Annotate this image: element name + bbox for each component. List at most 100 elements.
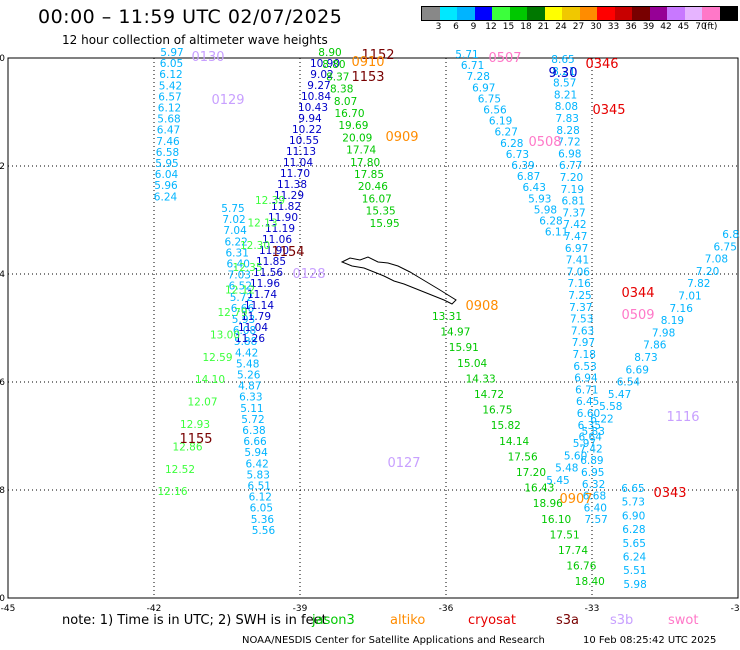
colorbar-swatch (719, 7, 737, 20)
wave-height-value: 17.56 (508, 451, 538, 463)
wave-height-value: 5.11 (240, 403, 263, 415)
wave-height-value: 7.06 (567, 266, 591, 278)
wave-height-value: 6.54 (617, 377, 641, 389)
wave-height-value: 7.20 (560, 172, 583, 184)
lat-tick-label: -56 (0, 378, 5, 388)
wave-height-value: 6.04 (155, 169, 179, 181)
wave-height-value: 5.26 (237, 370, 261, 382)
wave-height-value: 6.32 (582, 479, 605, 491)
colorbar-label: 12 (485, 22, 497, 32)
wave-height-value: 12.59 (202, 352, 232, 364)
wave-height-value: 5.73 (622, 497, 645, 509)
pass-time-label: 0130 (191, 50, 224, 65)
colorbar-label: 9 (470, 22, 477, 32)
colorbar-swatch (492, 7, 510, 20)
colorbar-swatch (457, 7, 475, 20)
wave-height-value: 6.87 (517, 171, 540, 183)
wave-height-value: 17.74 (558, 545, 588, 557)
wave-height-value: 12.39 (255, 195, 285, 207)
wave-height-value: 8.07 (334, 96, 357, 108)
wave-height-value: 8.57 (553, 78, 576, 90)
wave-height-value: 6.58 (156, 147, 179, 159)
wave-height-value: 9.27 (307, 80, 330, 92)
wave-height-value: 11.85 (256, 256, 286, 268)
colorbar-label: 3 (435, 22, 442, 32)
colorbar-label: 36 (625, 22, 637, 32)
pass-time-label: 1152 (361, 48, 394, 63)
wave-height-value: 11.38 (277, 179, 307, 191)
wave-height-value: 17.20 (516, 467, 546, 479)
colorbar-swatch (684, 7, 702, 20)
wave-height-value: 15.95 (370, 218, 400, 230)
lon-tick-label: -33 (585, 604, 600, 614)
note-text: note: 1) Time is in UTC; 2) SWH is in fe… (62, 613, 327, 628)
wave-height-value: 8.38 (330, 84, 353, 96)
wave-height-value: 6.22 (590, 414, 613, 426)
wave-height-value: 5.48 (555, 463, 578, 475)
wave-height-value: 15.35 (366, 206, 396, 218)
wave-height-value: 13.00 (210, 329, 240, 341)
lon-tick-label: -39 (293, 604, 308, 614)
wave-height-value: 10.55 (289, 135, 319, 147)
wave-height-value: 14.72 (474, 389, 504, 401)
colorbar-swatch (597, 7, 615, 20)
wave-height-value: 7.25 (568, 290, 591, 302)
wave-height-value: 6.97 (565, 243, 588, 255)
wave-height-value: 5.47 (608, 389, 631, 401)
lon-tick-label: -45 (1, 604, 16, 614)
legend-jason3: jason3 (312, 613, 355, 628)
wave-height-value: 5.51 (623, 565, 646, 577)
pass-time-label: 0509 (621, 308, 654, 323)
wave-height-value: 11.90 (268, 212, 298, 224)
wave-height-value: 7.82 (687, 278, 710, 290)
wave-height-value: 6.12 (158, 103, 181, 115)
wave-height-value: 8.90 (318, 47, 341, 59)
wave-height-value: 5.98 (534, 204, 557, 216)
wave-height-value: 6.56 (483, 105, 507, 117)
wave-height-value: 5.83 (582, 426, 605, 438)
wave-height-value: 11.79 (241, 311, 271, 323)
wave-height-value: 14.14 (499, 436, 529, 448)
lon-tick-label: -30 (731, 604, 740, 614)
pass-time-label: 0907 (559, 492, 592, 507)
wave-height-value: 5.72 (241, 414, 264, 426)
wave-height-value: 7.19 (561, 184, 584, 196)
wave-height-value: 7.46 (156, 136, 180, 148)
wave-height-value: 7.20 (696, 266, 719, 278)
wave-height-value: 5.56 (252, 525, 276, 537)
colorbar-label: 45 (677, 22, 690, 32)
pass-time-label: 0127 (387, 456, 420, 471)
wave-height-value: 12.52 (165, 464, 195, 476)
wave-height-value: 4.42 (235, 347, 258, 359)
wave-height-value: 12.16 (157, 486, 187, 498)
pass-time-label: 0908 (465, 299, 498, 314)
wave-height-value: 8.08 (555, 101, 578, 113)
wave-height-value: 7.47 (564, 231, 587, 243)
wave-height-value: 16.07 (362, 193, 392, 205)
wave-height-value: 5.98 (623, 579, 646, 591)
wave-height-value: 6.11 (545, 227, 568, 239)
wave-height-value: 18.40 (575, 576, 605, 588)
pass-time-label: 0346 (585, 57, 618, 72)
pass-time-label: 1154 (271, 245, 304, 260)
wave-height-value: 6.66 (231, 303, 255, 315)
wave-height-value: 5.88 (234, 336, 257, 348)
wave-height-value: 6.71 (575, 384, 598, 396)
wave-height-value: 6.43 (523, 182, 546, 194)
wave-height-value: 15.82 (491, 420, 521, 432)
wave-height-value: 5.72 (230, 292, 253, 304)
wave-height-value: 10.22 (292, 124, 322, 136)
wave-height-value: 6.66 (243, 436, 267, 448)
colorbar-label: 24 (555, 22, 567, 32)
wave-height-value: 11.14 (244, 300, 274, 312)
colorbar-labels: 3 6 9 12 15 18 21 24 27 30 33 36 39 42 45 70 (ft) (421, 22, 740, 34)
wave-height-value: 6.33 (239, 392, 262, 404)
wave-height-value: 4.87 (238, 381, 261, 393)
wave-height-value: 5.93 (528, 193, 551, 205)
pass-time-label: 0344 (621, 286, 654, 301)
wave-height-value: 11.26 (235, 333, 265, 345)
wave-height-value: 8.28 (556, 125, 579, 137)
wave-height-value: 6.05 (160, 58, 183, 70)
colorbar-swatch (439, 7, 457, 20)
colorbar-label: 30 (590, 22, 602, 32)
